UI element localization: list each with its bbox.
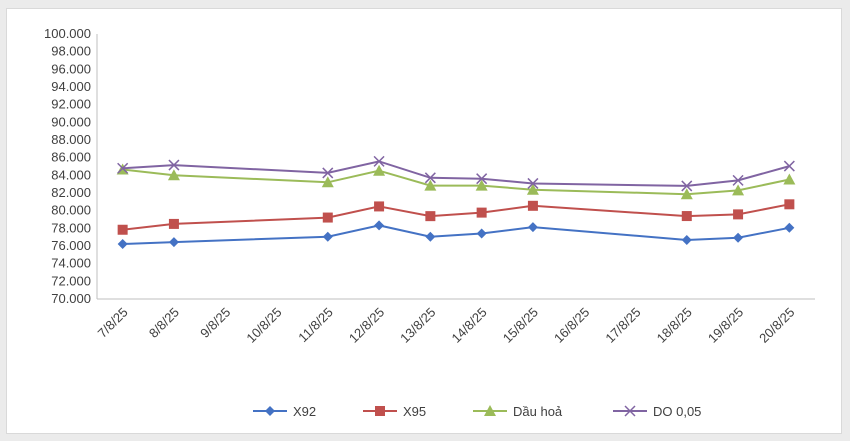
data-point-series-0 [476, 228, 487, 239]
y-tick-label: 86.000 [51, 150, 91, 165]
data-point-series-1 [476, 207, 487, 218]
x-tick-label: 7/8/25 [95, 305, 131, 341]
series-line-3 [122, 160, 790, 187]
data-point-series-3 [168, 159, 180, 171]
x-tick-label: 14/8/25 [448, 305, 489, 346]
data-point-series-3 [732, 174, 744, 186]
legend-marker [375, 406, 385, 416]
legend-marker [265, 406, 275, 416]
data-point-series-1 [425, 211, 436, 222]
series-line-0 [122, 224, 790, 245]
x-tick-label: 16/8/25 [551, 305, 592, 346]
data-point-series-1 [681, 211, 692, 222]
data-point-series-2 [680, 188, 693, 200]
chart-frame: 70.000 72.000 74.000 76.000 78.000 80.000 82.0… [6, 8, 842, 434]
data-point-series-0 [117, 238, 128, 249]
legend-label: Dầu hoả [513, 404, 563, 419]
data-point-series-1 [527, 200, 538, 211]
x-tick-label: 17/8/25 [602, 305, 643, 346]
data-point-series-1 [733, 209, 744, 220]
y-tick-label: 70.000 [51, 291, 91, 306]
legend-marker [484, 405, 496, 416]
data-point-series-2 [424, 179, 437, 191]
series-line-2 [122, 168, 790, 196]
data-point-series-2 [321, 176, 334, 188]
data-point-series-0 [168, 237, 179, 248]
data-point-series-1 [117, 224, 128, 235]
y-tick-label: 80.000 [51, 203, 91, 218]
y-tick-label: 84.000 [51, 167, 91, 182]
data-point-series-3 [117, 162, 129, 174]
x-tick-label: 12/8/25 [346, 305, 387, 346]
y-tick-label: 92.000 [51, 97, 91, 112]
data-point-series-3 [783, 160, 795, 172]
y-tick-label: 72.000 [51, 273, 91, 288]
legend-label: X95 [403, 404, 426, 419]
y-tick-label: 76.000 [51, 238, 91, 253]
data-point-series-1 [168, 218, 179, 229]
legend-label: X92 [293, 404, 316, 419]
data-point-series-3 [527, 177, 539, 189]
data-point-series-3 [373, 155, 385, 167]
y-tick-label: 78.000 [51, 220, 91, 235]
x-tick-label: 19/8/25 [705, 305, 746, 346]
data-point-series-0 [374, 220, 385, 231]
data-point-series-0 [733, 232, 744, 243]
y-tick-label: 98.000 [51, 44, 91, 59]
data-point-series-3 [424, 172, 436, 184]
data-point-series-0 [425, 231, 436, 242]
data-point-series-3 [476, 173, 488, 185]
data-point-series-2 [167, 169, 180, 181]
data-point-series-0 [322, 231, 333, 242]
data-point-series-0 [527, 222, 538, 233]
data-point-series-1 [784, 199, 795, 210]
y-tick-label: 94.000 [51, 79, 91, 94]
x-tick-label: 20/8/25 [756, 305, 797, 346]
y-tick-label: 82.000 [51, 185, 91, 200]
line-chart: 70.000 72.000 74.000 76.000 78.000 80.000 82.0… [44, 26, 815, 419]
x-tick-label: 8/8/25 [146, 305, 182, 341]
x-tick-label: 9/8/25 [197, 305, 233, 341]
data-point-series-2 [475, 179, 488, 191]
x-tick-label: 18/8/25 [654, 305, 695, 346]
data-point-series-2 [732, 184, 745, 196]
y-tick-label: 88.000 [51, 132, 91, 147]
y-tick-label: 96.000 [51, 61, 91, 76]
series-line-1 [122, 203, 790, 231]
data-point-series-3 [322, 167, 334, 179]
data-point-series-0 [681, 234, 692, 245]
data-point-series-2 [526, 183, 539, 195]
x-tick-label: 13/8/25 [397, 305, 438, 346]
y-tick-label: 74.000 [51, 256, 91, 271]
data-point-series-0 [784, 222, 795, 233]
y-tick-label: 100.000 [44, 26, 91, 41]
data-point-series-2 [783, 173, 796, 185]
data-point-series-1 [374, 201, 385, 212]
legend-marker [624, 405, 636, 417]
x-tick-label: 11/8/25 [295, 305, 336, 346]
data-point-series-2 [373, 164, 386, 176]
x-tick-label: 10/8/25 [243, 305, 284, 346]
x-tick-label: 15/8/25 [500, 305, 541, 346]
data-point-series-3 [681, 180, 693, 192]
data-point-series-1 [322, 212, 333, 223]
y-tick-label: 90.000 [51, 114, 91, 129]
legend-label: DO 0,05 [653, 404, 701, 419]
